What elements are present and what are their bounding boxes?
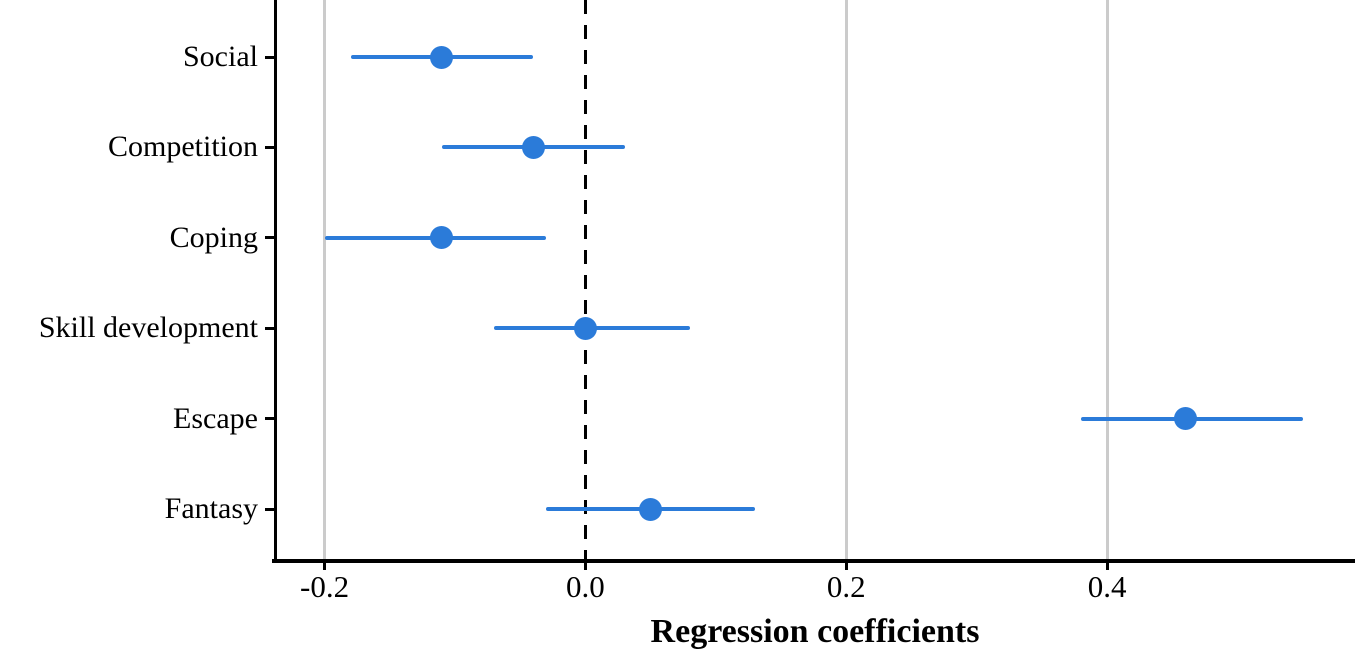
y-axis-label: Fantasy	[164, 492, 258, 525]
y-axis-label: Competition	[108, 130, 258, 164]
x-tick-label: 0.4	[1087, 569, 1127, 604]
y-axis-tick	[265, 326, 275, 330]
estimate-point	[639, 497, 663, 521]
estimate-point	[430, 226, 454, 250]
x-tick-label: 0.2	[826, 569, 866, 604]
y-axis-tick	[265, 145, 275, 149]
x-axis-tick	[1105, 561, 1109, 570]
x-gridline	[1105, 0, 1109, 561]
y-axis-line	[273, 0, 277, 563]
y-axis-tick	[265, 55, 275, 59]
x-axis-title: Regression coefficients	[650, 613, 980, 650]
y-axis-label: Social	[183, 40, 258, 73]
y-axis-label: Skill development	[38, 311, 258, 345]
estimate-point	[521, 135, 545, 159]
zero-reference-line	[583, 0, 588, 560]
y-axis-tick	[265, 417, 275, 421]
x-axis-tick	[323, 561, 327, 570]
x-tick-label: -0.2	[300, 569, 350, 604]
estimate-point	[430, 45, 454, 69]
x-tick-label: 0.0	[566, 569, 605, 604]
y-axis-tick	[265, 236, 275, 240]
x-gridline	[323, 0, 327, 561]
x-axis-tick	[844, 561, 848, 570]
y-axis-label: Escape	[173, 401, 258, 435]
y-axis-label: Coping	[169, 220, 258, 254]
estimate-point	[1173, 407, 1197, 431]
estimate-point	[573, 316, 597, 340]
x-gridline	[844, 0, 848, 561]
x-axis-tick	[583, 561, 587, 570]
y-axis-tick	[265, 507, 275, 511]
x-axis-line	[272, 559, 1355, 563]
